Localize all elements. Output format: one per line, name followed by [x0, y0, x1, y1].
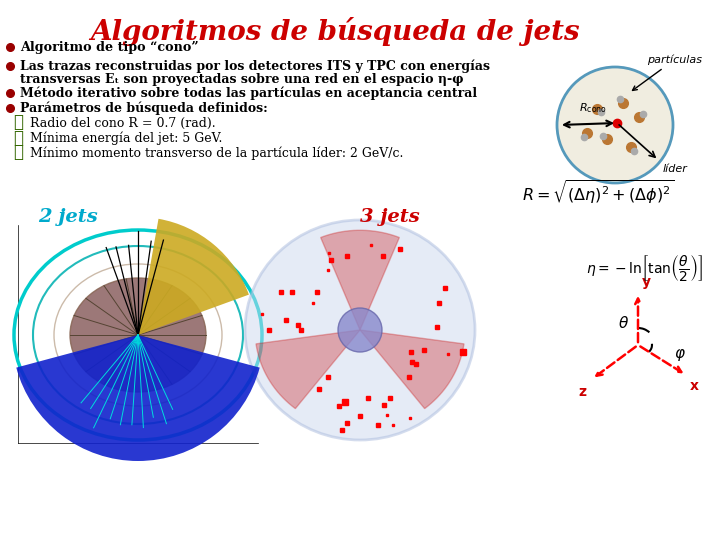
- Text: Radio del cono R = 0.7 (rad).: Radio del cono R = 0.7 (rad).: [30, 117, 215, 130]
- Circle shape: [557, 67, 673, 183]
- Text: Parámetros de búsqueda definidos:: Parámetros de búsqueda definidos:: [20, 102, 268, 115]
- Text: $\eta = -\ln\!\left[\tan\!\left(\dfrac{\theta}{2}\right)\right]$: $\eta = -\ln\!\left[\tan\!\left(\dfrac{\…: [587, 253, 703, 283]
- Text: Mínimo momento transverso de la partícula líder: 2 GeV/c.: Mínimo momento transverso de la partícul…: [30, 146, 403, 160]
- Text: x: x: [690, 379, 699, 393]
- Ellipse shape: [70, 278, 206, 392]
- Ellipse shape: [245, 220, 475, 440]
- Polygon shape: [360, 330, 464, 409]
- Text: Mínima energía del jet: 5 GeV.: Mínima energía del jet: 5 GeV.: [30, 131, 222, 145]
- Polygon shape: [320, 230, 400, 330]
- Text: Las trazas reconstruidas por los detectores ITS y TPC con energías: Las trazas reconstruidas por los detecto…: [20, 59, 490, 73]
- Text: 3 jets: 3 jets: [360, 208, 420, 226]
- Text: ✓: ✓: [13, 114, 23, 132]
- Text: ✓: ✓: [13, 130, 23, 146]
- Wedge shape: [17, 335, 260, 461]
- Text: z: z: [578, 385, 586, 399]
- Text: transversas Eₜ son proyectadas sobre una red en el espacio η-φ: transversas Eₜ son proyectadas sobre una…: [20, 73, 464, 86]
- Text: $\theta$: $\theta$: [618, 315, 629, 331]
- Circle shape: [338, 308, 382, 352]
- Text: partículas: partículas: [632, 55, 702, 90]
- Text: $R_{\rm cono}$: $R_{\rm cono}$: [579, 101, 607, 115]
- Text: $R = \sqrt{(\Delta\eta)^2 + (\Delta\phi)^2}$: $R = \sqrt{(\Delta\eta)^2 + (\Delta\phi)…: [522, 178, 674, 206]
- Text: 2 jets: 2 jets: [38, 208, 98, 226]
- Polygon shape: [256, 330, 360, 409]
- Wedge shape: [138, 219, 249, 335]
- Text: líder: líder: [662, 164, 688, 174]
- Text: y: y: [642, 275, 651, 289]
- Text: Algoritmos de búsqueda de jets: Algoritmos de búsqueda de jets: [90, 17, 580, 46]
- Text: Algoritmo de tipo “cono”: Algoritmo de tipo “cono”: [20, 40, 199, 53]
- Text: $\varphi$: $\varphi$: [674, 347, 686, 363]
- Text: ✓: ✓: [13, 145, 23, 161]
- Text: Método iterativo sobre todas las partículas en aceptancia central: Método iterativo sobre todas las partícu…: [20, 86, 477, 100]
